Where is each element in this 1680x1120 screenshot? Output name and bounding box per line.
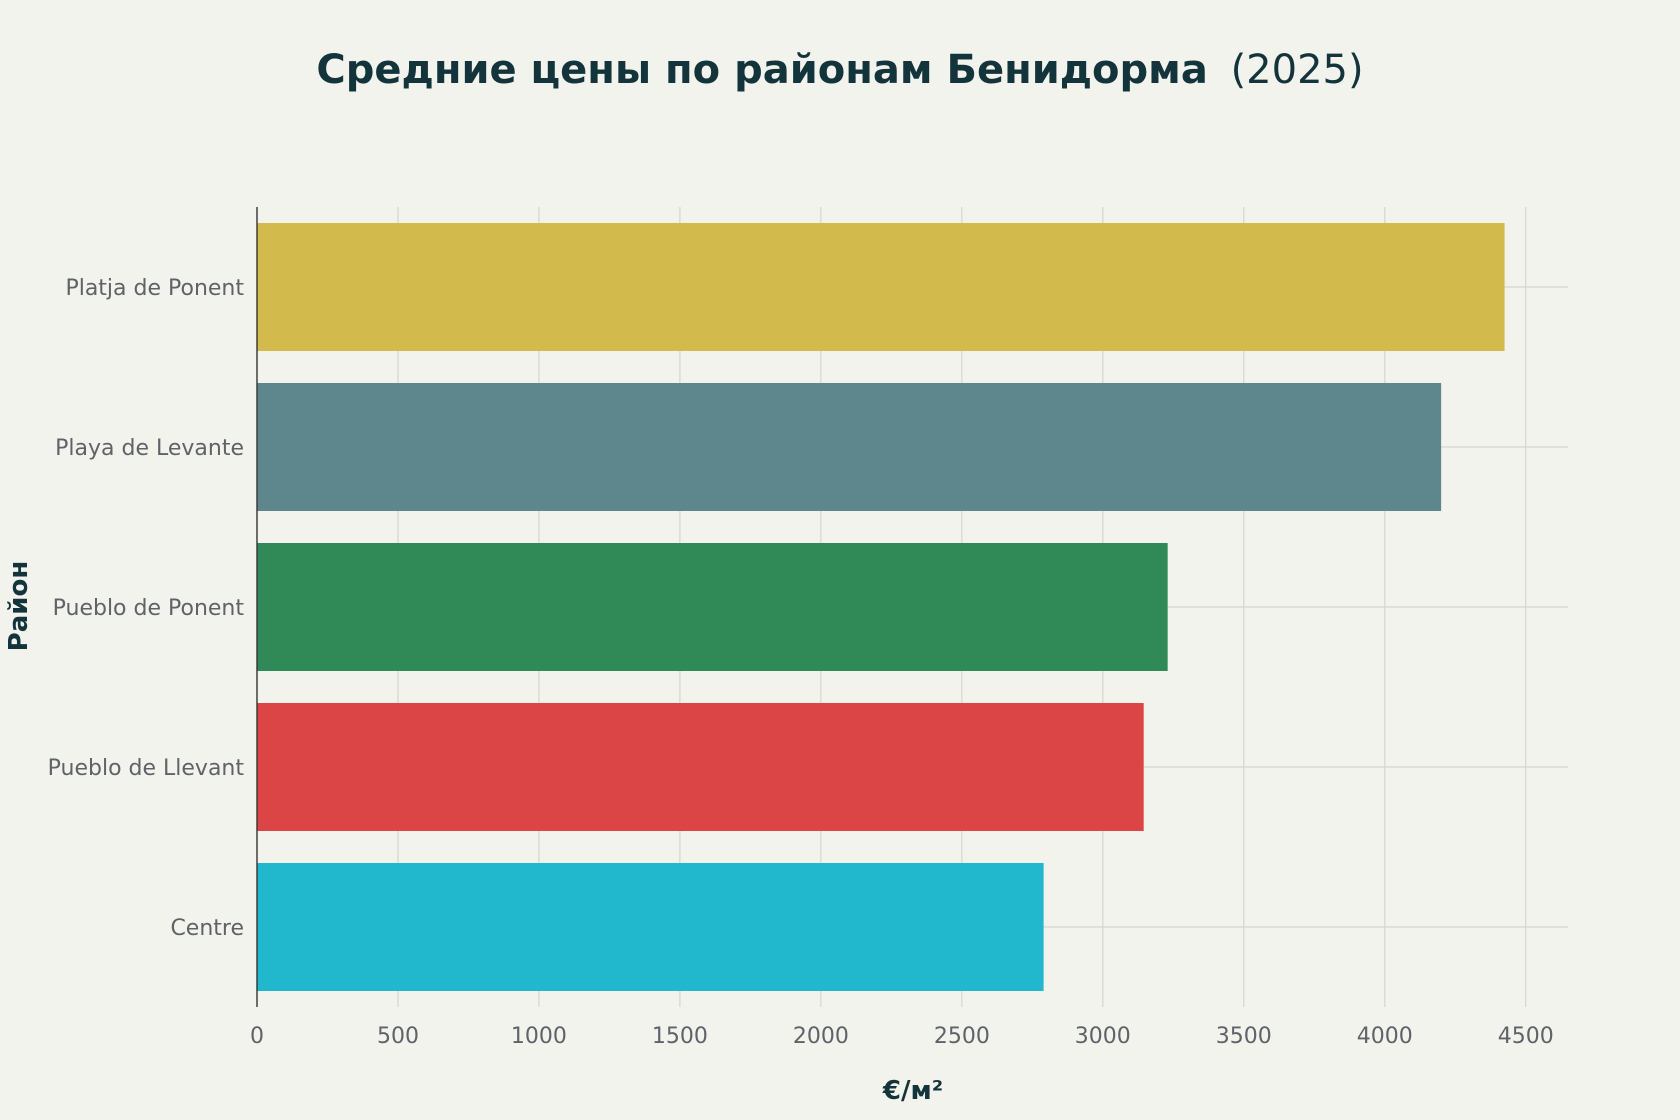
axes: Platja de Ponent Playa de Levante Pueblo d… — [48, 207, 1554, 1049]
x-tick-label: 2000 — [793, 1024, 849, 1049]
chart-title-main: Средние цены по районам Бенидорма — [316, 47, 1207, 93]
bar — [257, 703, 1144, 831]
y-tick-label: Platja de Ponent — [65, 276, 244, 301]
y-tick-label: Playa de Levante — [55, 436, 244, 461]
bar — [257, 863, 1044, 991]
bar — [257, 383, 1442, 511]
x-tick-label: 0 — [250, 1024, 264, 1049]
x-tick-label: 1500 — [652, 1024, 708, 1049]
bars — [257, 223, 1505, 991]
x-tick-label: 4000 — [1357, 1024, 1413, 1049]
bar — [257, 223, 1505, 351]
y-tick-label: Centre — [170, 916, 244, 941]
y-tick-label: Pueblo de Llevant — [48, 756, 245, 781]
bar — [257, 543, 1168, 671]
x-tick-label: 3500 — [1216, 1024, 1272, 1049]
x-tick-label: 3000 — [1075, 1024, 1131, 1049]
x-tick-label: 1000 — [511, 1024, 567, 1049]
x-tick-label: 2500 — [934, 1024, 990, 1049]
x-axis-title: €/м² — [882, 1076, 943, 1106]
y-axis-title: Район — [4, 561, 34, 652]
chart-title: Средние цены по районам Бенидорма (2025) — [316, 47, 1363, 93]
y-tick-label: Pueblo de Ponent — [53, 596, 245, 621]
chart-title-year: (2025) — [1231, 47, 1364, 93]
x-tick-label: 500 — [377, 1024, 419, 1049]
x-tick-label: 4500 — [1498, 1024, 1554, 1049]
